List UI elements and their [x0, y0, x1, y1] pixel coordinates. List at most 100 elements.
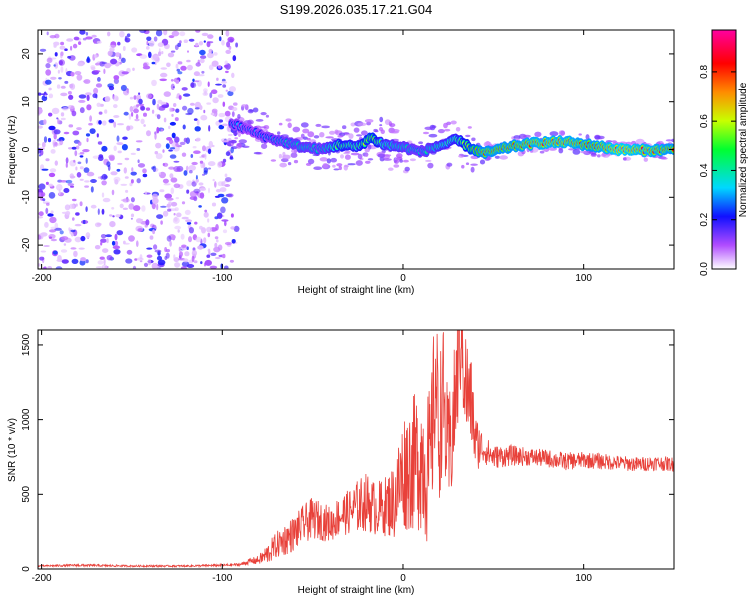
noise-blob [45, 181, 49, 185]
noise-blob [191, 181, 197, 187]
noise-blob [94, 70, 101, 73]
noise-blob [136, 178, 141, 184]
noise-blob [49, 216, 57, 224]
halo-blob [337, 135, 344, 138]
colorbar-frame [711, 29, 737, 270]
halo-blob [249, 109, 254, 112]
noise-blob [128, 113, 132, 120]
noise-blob [157, 51, 162, 57]
halo-blob [293, 159, 299, 164]
noise-blob [225, 89, 228, 92]
noise-blob [77, 161, 82, 165]
noise-blob [103, 258, 106, 265]
noise-blob [58, 59, 65, 66]
noise-blob [180, 266, 187, 269]
noise-blob [48, 192, 56, 199]
halo-blob [287, 162, 292, 166]
noise-blob [124, 176, 129, 179]
noise-blob [227, 193, 234, 198]
noise-blob [122, 198, 130, 203]
noise-blob [75, 212, 80, 216]
halo-blob [404, 166, 410, 172]
colorbar-tick-label: 0.6 [699, 114, 710, 128]
noise-blob [181, 87, 188, 91]
halo-blob [319, 132, 325, 138]
noise-blob [141, 205, 146, 212]
noise-blob [98, 120, 102, 125]
noise-blob [136, 218, 143, 224]
noise-blob [52, 250, 58, 255]
noise-blob [187, 50, 189, 53]
noise-blob [131, 112, 134, 117]
noise-blob [55, 266, 63, 269]
noise-blob [70, 45, 73, 51]
noise-blob [154, 133, 157, 140]
noise-blob [166, 62, 171, 68]
noise-blob [179, 40, 182, 44]
halo-blob [425, 159, 432, 162]
noise-blob [193, 188, 201, 194]
halo-blob [389, 123, 396, 128]
noise-blob [166, 235, 172, 242]
noise-blob [143, 262, 149, 267]
noise-blob [174, 262, 181, 268]
noise-blob [100, 241, 103, 246]
noise-blob [166, 203, 171, 208]
noise-blob [72, 217, 75, 221]
halo-blob [305, 162, 312, 166]
noise-blob [99, 256, 105, 260]
noise-blob [221, 219, 229, 222]
noise-blob [214, 236, 219, 240]
noise-blob [60, 66, 64, 73]
halo-blob [367, 158, 374, 161]
noise-blob [167, 208, 172, 212]
noise-blob [174, 207, 179, 212]
x-tick-label: 100 [575, 573, 592, 584]
noise-blob [206, 254, 211, 258]
noise-blob [54, 160, 58, 166]
noise-blob [95, 83, 103, 88]
halo-blob [326, 158, 332, 164]
noise-blob [90, 204, 97, 209]
noise-blob [54, 142, 58, 147]
noise-blob [160, 72, 168, 78]
halo-blob [277, 131, 281, 135]
noise-blob [194, 101, 202, 109]
noise-blob [40, 232, 48, 237]
noise-blob [181, 216, 189, 220]
x-tick-label: -100 [212, 273, 232, 284]
noise-blob [170, 201, 178, 207]
noise-blob [70, 175, 76, 179]
halo-blob [329, 130, 336, 135]
noise-blob [76, 127, 82, 131]
y-tick-label: 1000 [21, 408, 32, 431]
noise-blob [219, 187, 227, 193]
noise-blob [153, 244, 158, 250]
noise-blob [64, 48, 68, 51]
noise-blob [80, 235, 86, 242]
noise-blob [153, 36, 158, 42]
noise-blob [162, 149, 165, 153]
halo-blob [285, 118, 292, 122]
noise-blob [104, 62, 111, 69]
halo-blob [278, 153, 282, 159]
noise-blob [213, 52, 218, 56]
noise-blob [208, 167, 211, 170]
halo-blob [241, 104, 248, 108]
noise-blob [169, 107, 173, 113]
noise-blob [168, 201, 172, 205]
noise-blob [207, 248, 211, 252]
noise-blob [186, 221, 192, 225]
noise-blob [198, 205, 202, 208]
noise-blob [86, 94, 90, 101]
noise-blob [104, 109, 108, 114]
noise-blob [109, 221, 116, 228]
halo-blob [319, 157, 328, 162]
noise-blob [203, 211, 209, 218]
halo-blob [444, 128, 451, 132]
noise-blob [85, 259, 89, 264]
noise-blob [73, 159, 76, 163]
halo-blob [597, 154, 601, 158]
noise-blob [232, 55, 237, 62]
